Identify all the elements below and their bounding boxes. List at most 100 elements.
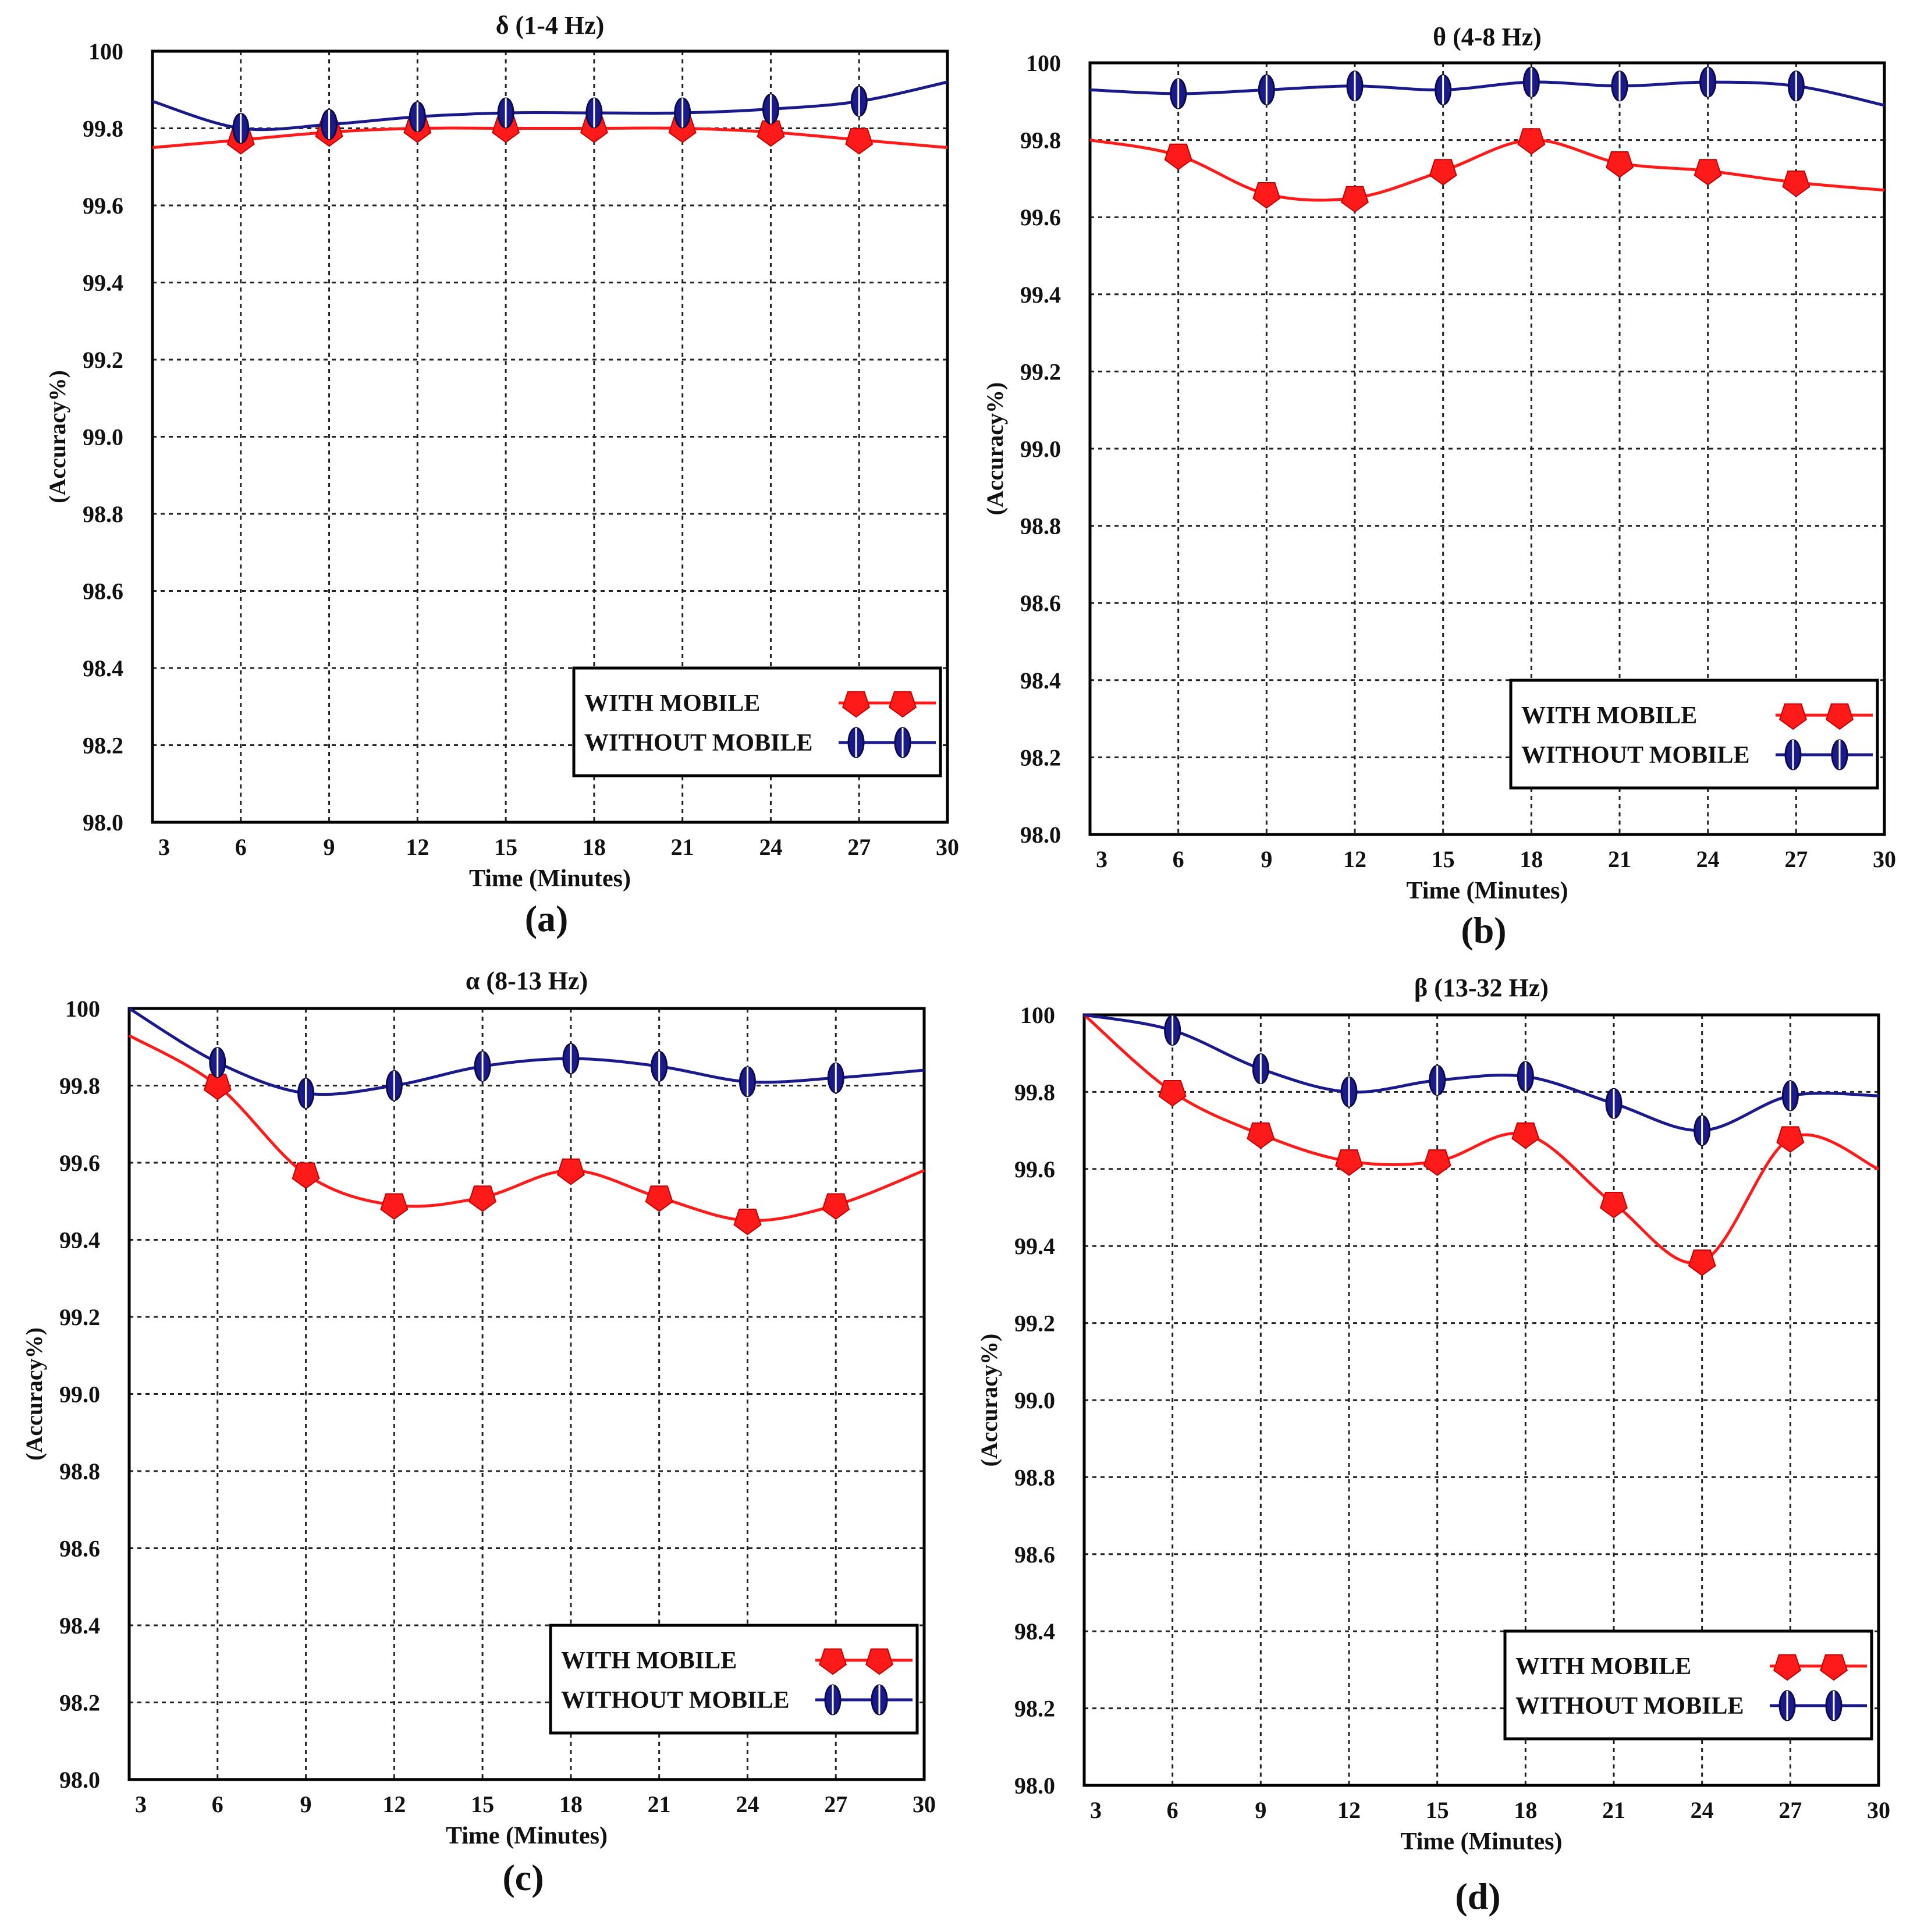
data-point-without-mobile [850,86,868,117]
data-point-with-mobile [203,1074,232,1100]
legend-box [1503,1629,1873,1741]
x-tick-label: 9 [300,1791,312,1817]
data-point-without-mobile [1517,1061,1534,1092]
y-tick-label: 100 [65,996,100,1022]
y-tick-label: 98.0 [1020,822,1061,848]
y-axis-label: (Accuracy%) [21,1327,47,1461]
data-point-without-mobile [1781,1080,1799,1111]
x-tick-label: 30 [1873,846,1896,872]
grid [152,51,947,822]
legend-label: WITH MOBILE [561,1647,737,1674]
x-tick-label: 15 [494,834,517,860]
series-without-mobile [128,1007,925,1109]
legend-marker-with-mobile [842,691,870,718]
y-tick-label: 99.0 [59,1381,100,1408]
x-tick-label: 9 [324,834,335,860]
series-line [128,1034,925,1223]
x-tick-label: 15 [1426,1797,1449,1823]
y-tick-label: 100 [1020,1002,1055,1028]
y-tick-label: 98.0 [83,809,123,836]
x-tick-label: 18 [583,834,606,860]
y-tick-label: 99.4 [59,1227,100,1253]
x-tick-label: 24 [1696,846,1720,872]
data-point-without-mobile [474,1050,491,1082]
data-point-with-mobile [468,1185,497,1212]
legend-marker-without-mobile [1825,1690,1843,1721]
x-tick-label: 24 [1691,1797,1714,1823]
x-tick-label: 27 [847,834,871,860]
series-line [152,126,948,150]
y-tick-label: 98.4 [83,655,123,681]
x-tick-label: 15 [471,1791,494,1817]
x-tick-label: 3 [1096,846,1107,872]
data-point-with-mobile [1341,186,1369,213]
data-point-without-mobile [1522,66,1540,98]
legend-marker-with-mobile [889,691,917,718]
legend-label: WITH MOBILE [1515,1653,1691,1680]
x-tick-label: 6 [212,1791,223,1817]
legend-marker-without-mobile [1784,739,1802,770]
x-axis-label: Time (Minutes) [1400,1828,1562,1855]
legend-box [572,666,942,777]
legend-marker-without-mobile [1831,739,1848,770]
x-tick-label: 12 [382,1791,406,1817]
series-line [1084,1013,1879,1132]
data-point-with-mobile [1423,1149,1451,1176]
data-point-with-mobile [645,1185,673,1212]
y-tick-label: 98.2 [59,1690,100,1716]
data-point-without-mobile [1699,66,1717,98]
chart-title: β (13-32 Hz) [1414,974,1549,1002]
data-point-without-mobile [827,1062,844,1093]
data-point-with-mobile [380,1193,409,1220]
y-tick-label: 98.4 [1020,667,1061,694]
series-line [1083,1014,1879,1265]
x-tick-label: 30 [936,834,959,860]
data-point-without-mobile [385,1070,403,1101]
data-point-with-mobile [1776,1126,1805,1153]
series-line [152,80,948,132]
subfigure-label: (a) [525,898,569,939]
legend: WITH MOBILE WITHOUT MOBILE [1503,1629,1873,1741]
x-tick-label: 27 [824,1791,847,1817]
x-tick-label: 21 [1608,846,1631,872]
data-point-without-mobile [739,1066,756,1098]
x-axis-label: Time (Minutes) [1406,878,1568,904]
data-point-with-mobile [822,1193,850,1220]
data-point-with-mobile [1247,1122,1275,1149]
data-point-without-mobile [1605,1088,1623,1119]
plot-frame [1082,1013,1880,1787]
y-tick-label: 100 [1026,50,1061,76]
x-tick-label: 3 [158,834,170,860]
y-tick-label: 99.2 [1014,1311,1055,1337]
data-point-with-mobile [1694,159,1722,186]
x-axis-label: Time (Minutes) [469,865,631,892]
chart-title: θ (4-8 Hz) [1433,23,1542,51]
y-tick-label: 98.2 [1014,1696,1055,1722]
data-point-without-mobile [232,113,250,144]
y-tick-label: 98.8 [83,501,123,527]
legend-marker-without-mobile [871,1684,888,1716]
data-point-without-mobile [1340,1076,1358,1107]
data-point-with-mobile [556,1158,585,1185]
data-point-with-mobile [733,1209,762,1235]
y-axis-label: (Accuracy%) [982,382,1008,516]
subfigure-label: (b) [1461,910,1506,951]
x-tick-label: 18 [1514,1797,1537,1823]
y-tick-label: 98.8 [59,1458,100,1484]
subfigure-label: (c) [502,1857,544,1898]
x-tick-label: 18 [559,1791,583,1817]
data-point-without-mobile [651,1050,668,1082]
y-tick-label: 99.6 [1014,1156,1055,1182]
x-tick-label: 30 [1867,1797,1890,1823]
y-tick-label: 98.6 [1014,1542,1055,1568]
x-tick-label: 21 [671,834,694,860]
series-with-mobile [1089,128,1885,213]
data-point-with-mobile [1252,182,1281,209]
y-tick-label: 98.6 [59,1536,100,1562]
y-tick-label: 98.8 [1014,1464,1055,1490]
x-tick-label: 27 [1784,846,1808,872]
plot-frame [1088,61,1886,836]
chart-panel-2: α (8-13 Hz) 98.0 98.2 98.4 98.6 98.8 99.0 99.2 9… [21,967,936,1898]
y-tick-label: 99.0 [1014,1387,1055,1414]
